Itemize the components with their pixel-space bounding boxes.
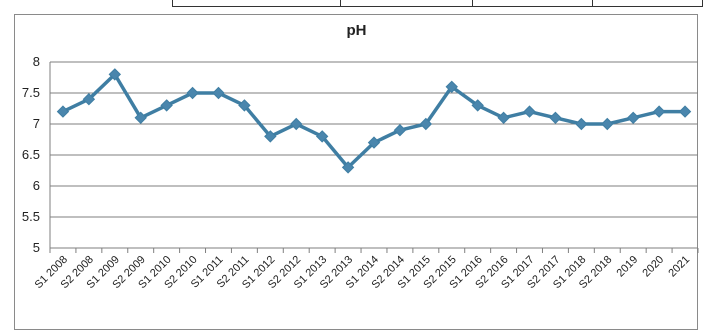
data-point (419, 117, 433, 131)
data-point (290, 117, 303, 131)
data-point (186, 86, 199, 100)
data-point (652, 105, 666, 118)
data-point (601, 117, 614, 131)
data-point (315, 130, 329, 143)
data-point (471, 99, 484, 112)
data-point (678, 105, 692, 118)
data-point (238, 99, 251, 112)
chart-area (14, 14, 698, 330)
table-divider (172, 0, 173, 7)
data-point (626, 111, 640, 125)
data-point (393, 123, 407, 137)
series-line (62, 72, 686, 170)
data-point (523, 105, 536, 118)
data-point (445, 80, 458, 94)
x-tick-label: 2021 (666, 254, 692, 280)
y-tick-label: 7.5 (22, 85, 40, 100)
table-divider (472, 0, 473, 7)
data-point (264, 130, 277, 143)
data-point (549, 111, 562, 125)
x-tick-label: 2020 (640, 254, 666, 280)
data-point (56, 105, 70, 118)
data-point (160, 99, 173, 112)
data-point (212, 86, 225, 100)
y-tick-label: 5.5 (22, 209, 40, 224)
data-point (341, 161, 355, 174)
table-border (172, 6, 702, 7)
y-tick-label: 7 (33, 116, 40, 131)
y-tick-label: 6.5 (22, 147, 40, 162)
top-table-edge (0, 0, 713, 14)
data-point (575, 117, 588, 131)
table-divider (702, 0, 703, 7)
table-divider (340, 0, 341, 7)
data-point (82, 92, 96, 106)
data-point (367, 136, 381, 149)
y-tick-label: 5 (33, 240, 40, 255)
table-divider (592, 0, 593, 7)
data-point (108, 68, 122, 81)
x-tick-label: 2019 (615, 254, 641, 280)
data-point (134, 111, 147, 125)
chart-title: pH (346, 22, 367, 39)
data-point (497, 111, 510, 125)
y-tick-label: 6 (33, 178, 40, 193)
y-tick-label: 8 (33, 54, 40, 69)
